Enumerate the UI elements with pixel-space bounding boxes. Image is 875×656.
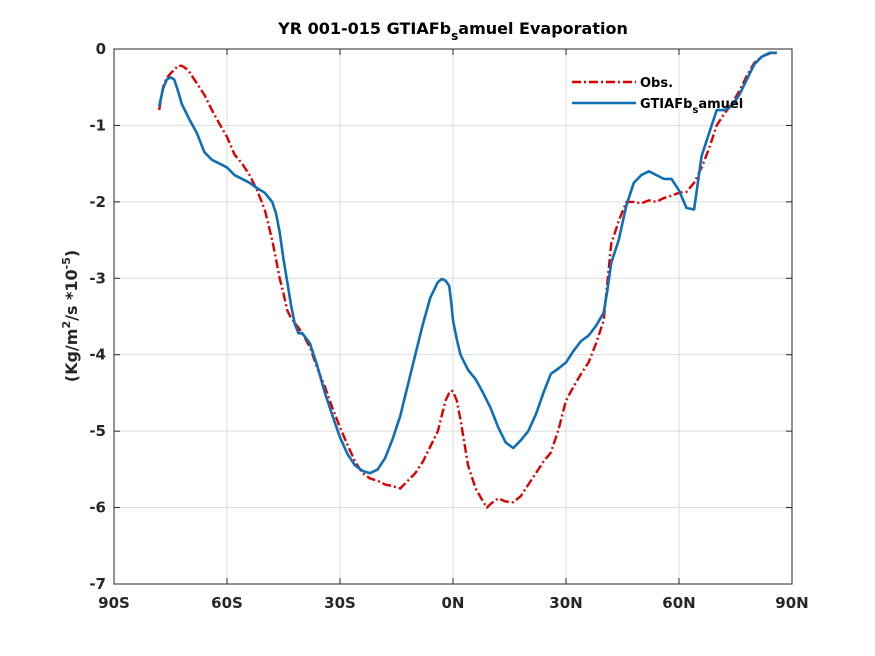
series-line-obs [158,51,778,509]
x-tick-label: 30S [324,594,356,612]
grid-lines [114,49,792,584]
y-tick-label: -7 [89,575,106,593]
y-tick-label: -1 [89,116,106,134]
legend-label-obs: Obs. [640,76,673,91]
y-tick-label: -2 [89,193,106,211]
x-tick-label: 90N [775,594,808,612]
chart-title: YR 001-015 GTIAFbsamuel Evaporation [277,19,628,43]
y-tick-label: -3 [89,269,106,287]
x-tick-label: 30N [549,594,582,612]
y-tick-label: -6 [89,499,106,517]
legend-label-model: GTIAFbsamuel [640,97,743,116]
y-tick-labels: 0 -1 -2 -3 -4 -5 -6 -7 [89,40,106,593]
tick-marks [113,48,793,585]
y-tick-label: 0 [96,40,106,58]
y-tick-label: -5 [89,422,106,440]
series-line-model [157,51,777,475]
x-tick-label: 60S [211,594,243,612]
x-tick-label: 0N [442,594,465,612]
x-tick-label: 90S [98,594,130,612]
x-tick-labels: 90S 60S 30S 0N 30N 60N 90N [98,594,809,612]
series-layer [157,51,778,509]
y-tick-label: -4 [89,346,106,364]
x-tick-label: 60N [662,594,695,612]
y-axis-label: (Kg/m2/s *10-5) [60,250,81,382]
legend: Obs. GTIAFbsamuel [572,76,743,116]
